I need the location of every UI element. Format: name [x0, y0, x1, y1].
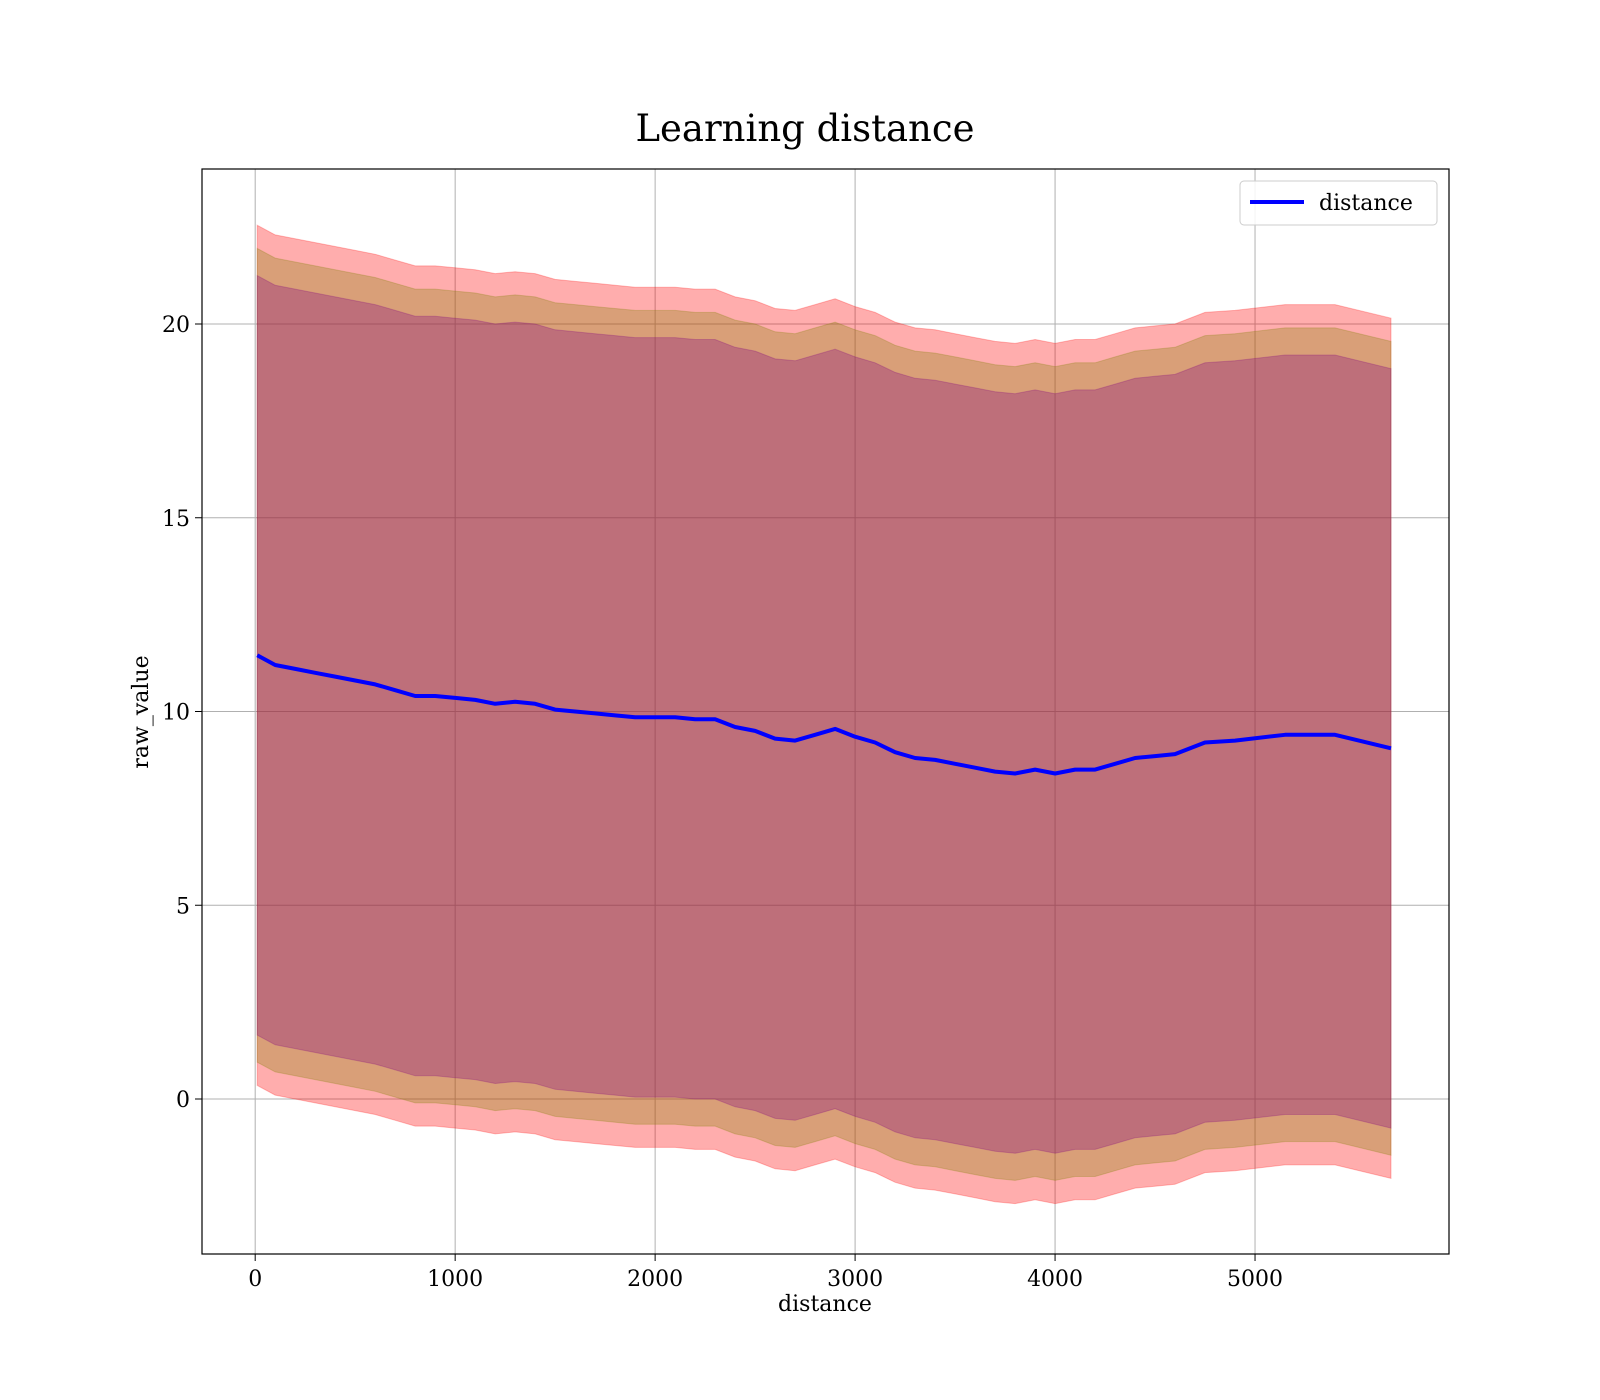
- x-axis-label: distance: [778, 1292, 872, 1317]
- band-0: [256, 224, 1392, 1205]
- grid: [202, 169, 1449, 1254]
- axis-ticks: 0 1000 2000 3000 4000 5000 0 5 10 15 20: [162, 313, 1283, 1292]
- legend-label-distance: distance: [1319, 191, 1413, 216]
- y-axis-label: raw_value: [129, 655, 154, 768]
- y-tick-label: 15: [162, 507, 190, 532]
- band-1: [256, 247, 1392, 1181]
- x-tick-label: 2000: [627, 1267, 683, 1292]
- y-tick-label: 10: [162, 701, 190, 726]
- x-tick-label: 5000: [1227, 1267, 1283, 1292]
- x-tick-label: 0: [248, 1267, 262, 1292]
- y-tick-label: 5: [176, 894, 190, 919]
- band-2: [256, 274, 1392, 1154]
- legend-box: [1239, 180, 1438, 226]
- x-tick-label: 4000: [1027, 1267, 1083, 1292]
- legend: distance: [1239, 180, 1438, 226]
- x-tick-label: 3000: [827, 1267, 883, 1292]
- y-tick-label: 20: [162, 313, 190, 338]
- y-tick-label: 0: [176, 1088, 190, 1113]
- chart-title: Learning distance: [635, 107, 974, 150]
- series-lines: [256, 653, 1392, 776]
- series-line-distance: [256, 653, 1392, 776]
- x-tick-label: 1000: [427, 1267, 483, 1292]
- confidence-bands: [256, 224, 1392, 1205]
